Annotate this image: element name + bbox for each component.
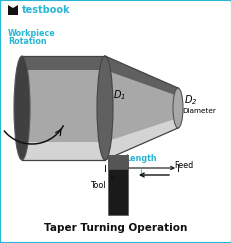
Ellipse shape	[172, 88, 182, 128]
Polygon shape	[22, 56, 105, 70]
Ellipse shape	[97, 56, 112, 160]
Ellipse shape	[14, 56, 30, 160]
Text: Tool: Tool	[90, 177, 114, 190]
Text: Taper Turning Operation: Taper Turning Operation	[44, 223, 187, 233]
Text: Length: Length	[125, 154, 157, 163]
Text: testbook: testbook	[22, 5, 70, 15]
Polygon shape	[8, 5, 18, 15]
Text: $\mathregular{D_1}$: $\mathregular{D_1}$	[112, 88, 125, 102]
Text: Rotation: Rotation	[8, 37, 46, 46]
Text: $\mathregular{D_2}$: $\mathregular{D_2}$	[183, 93, 197, 107]
Text: Workpiece: Workpiece	[8, 29, 55, 38]
Text: Feed: Feed	[173, 161, 192, 170]
Polygon shape	[105, 56, 177, 160]
Polygon shape	[105, 56, 177, 96]
Polygon shape	[22, 142, 105, 160]
Polygon shape	[22, 56, 105, 160]
Bar	[108, 155, 128, 169]
Bar	[108, 155, 128, 215]
Text: L: L	[138, 169, 143, 178]
Polygon shape	[105, 118, 177, 160]
Text: Diameter: Diameter	[181, 108, 215, 114]
